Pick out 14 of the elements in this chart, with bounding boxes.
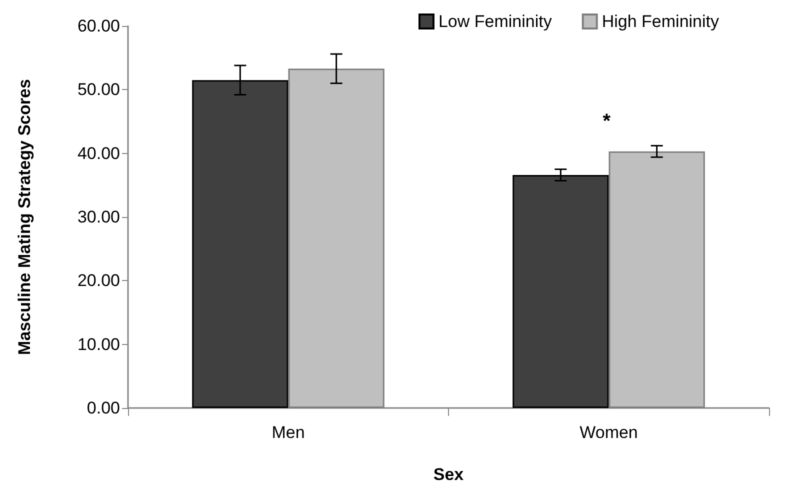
x-axis-title: Sex bbox=[433, 465, 464, 484]
legend-label: Low Femininity bbox=[438, 12, 552, 31]
x-tick-label: Women bbox=[580, 423, 638, 442]
y-tick-label: 20.00 bbox=[77, 271, 120, 290]
x-tick-label: Men bbox=[272, 423, 305, 442]
y-tick-label: 30.00 bbox=[77, 208, 120, 226]
legend-label: High Femininity bbox=[602, 12, 720, 31]
y-axis-title: Masculine Mating Strategy Scores bbox=[15, 79, 34, 355]
annotation: * bbox=[602, 110, 611, 133]
y-tick-label: 0.00 bbox=[86, 398, 120, 418]
y-tick-label: 40.00 bbox=[77, 144, 120, 163]
y-tick-label: 10.00 bbox=[77, 334, 120, 354]
y-tick-label: 50.00 bbox=[77, 80, 120, 100]
y-tick-label: 60.00 bbox=[77, 16, 120, 36]
